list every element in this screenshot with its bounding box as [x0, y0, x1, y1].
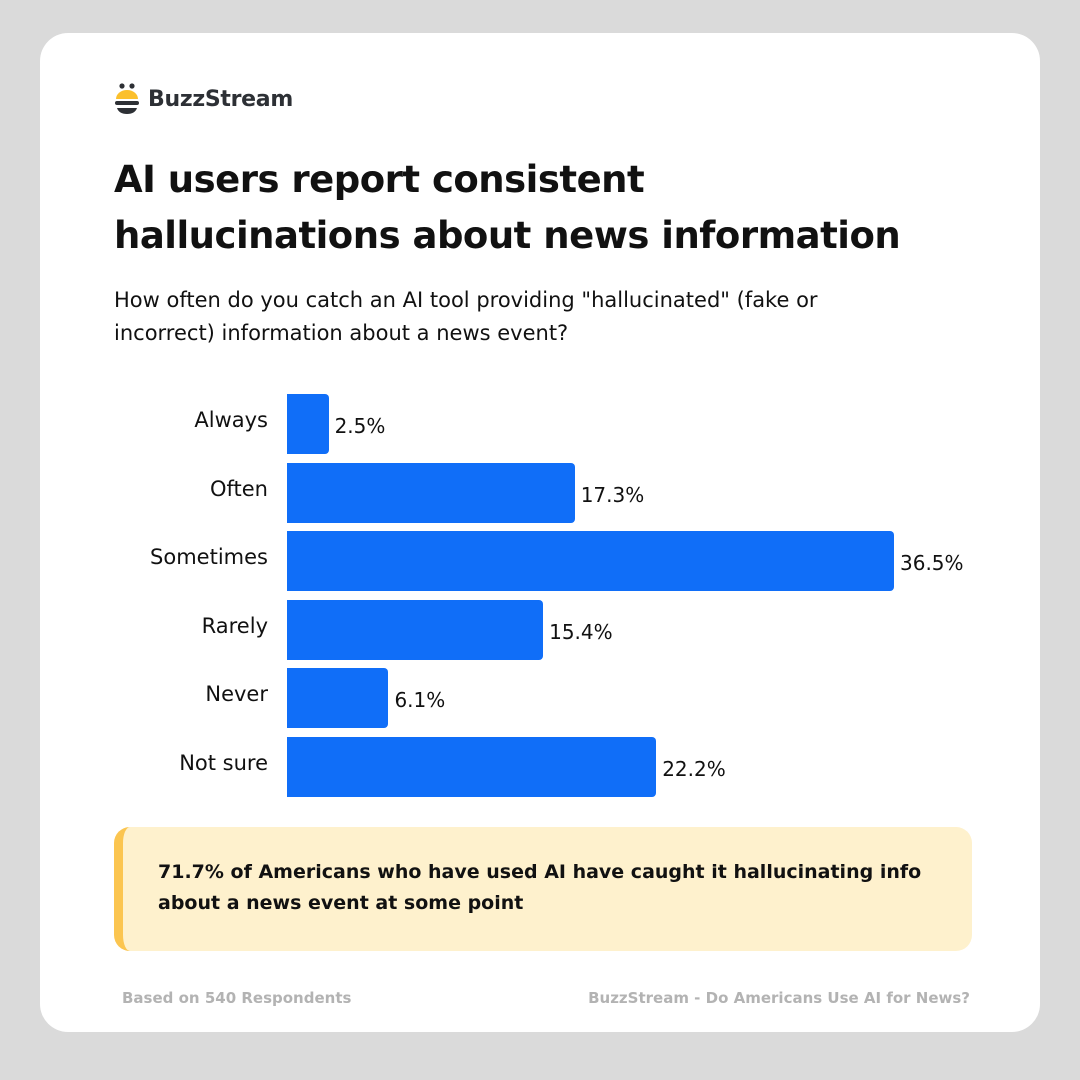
- data-label: 17.3%: [580, 482, 645, 507]
- data-label: 6.1%: [394, 688, 446, 713]
- bar: [287, 394, 329, 454]
- data-label: 15.4%: [549, 619, 613, 644]
- category-label: Often: [209, 476, 268, 501]
- bar: [287, 531, 894, 592]
- category-label: Rarely: [201, 613, 268, 638]
- category-label: Always: [194, 408, 268, 432]
- brand-logo: BuzzStream: [114, 82, 293, 116]
- category-label: Not sure: [179, 751, 268, 775]
- bar: [287, 737, 657, 797]
- bar: [287, 668, 389, 729]
- callout-box: 71.7% of Americans who have used AI have…: [114, 827, 972, 951]
- bar: [287, 599, 544, 660]
- bar: [287, 462, 575, 523]
- brand-name: BuzzStream: [148, 86, 293, 112]
- data-label: 36.5%: [900, 551, 964, 576]
- data-label: 22.2%: [662, 757, 726, 781]
- callout-text: 71.7% of Americans who have used AI have…: [158, 861, 922, 914]
- footer-credit: BuzzStream - Do Americans Use AI for New…: [588, 989, 970, 1007]
- category-label: Sometimes: [150, 545, 268, 570]
- footer-source: Based on 540 Respondents: [122, 989, 352, 1007]
- chart-title: AI users report consistent hallucination…: [114, 158, 901, 257]
- bee-icon: [115, 83, 139, 114]
- category-label: Never: [205, 682, 268, 707]
- chart-subtitle: How often do you catch an AI tool provid…: [114, 288, 818, 345]
- data-label: 2.5%: [334, 414, 386, 438]
